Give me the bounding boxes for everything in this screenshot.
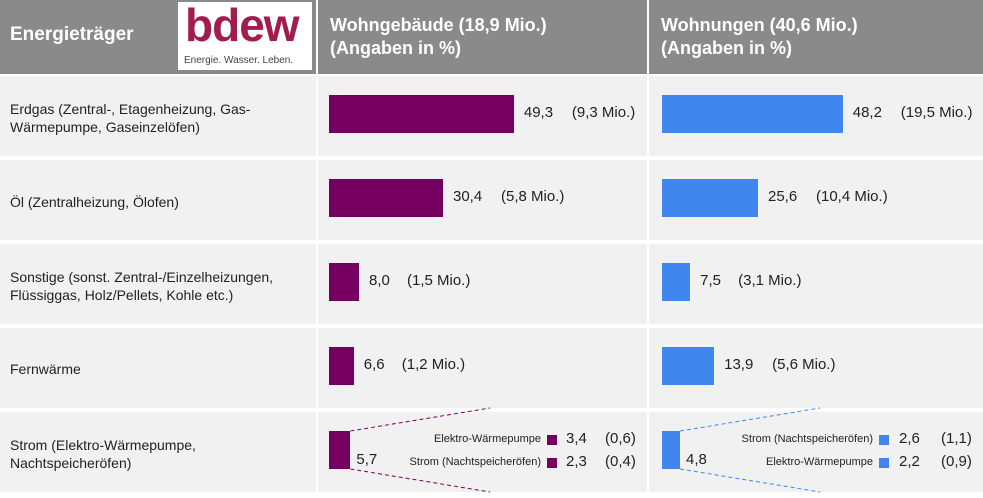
breakdown-value-label: 2,3 [566, 453, 587, 470]
bar-wohngebaeude [329, 263, 359, 301]
absolute-value-label: (1,2 Mio.) [401, 356, 466, 373]
category-label: Erdgas (Zentral-, Etagenheizung, Gas-Wär… [10, 101, 251, 135]
absolute-value-label: (9,3 Mio.) [571, 104, 636, 121]
breakdown-legend-square [879, 435, 889, 445]
value-label: 13,9 [724, 356, 754, 373]
column-title-energietraeger: Energieträger [10, 24, 134, 45]
bar-wohnungen [662, 95, 843, 133]
column-title-wohngebaeude-line1: Wohngebäude (18,9 Mio.) [330, 15, 547, 35]
bdew-logo: bdew Energie. Wasser. Leben. [178, 0, 312, 70]
bar-wohngebaeude [329, 431, 351, 469]
absolute-value-label: (3,1 Mio.) [738, 272, 802, 289]
value-label: 48,2 [852, 104, 882, 121]
breakdown-absolute-label: (0,9) [941, 453, 972, 470]
breakdown-value-label: 2,6 [899, 430, 920, 447]
breakdown-absolute-label: (0,4) [605, 453, 636, 470]
absolute-value-label: (1,5 Mio.) [407, 272, 471, 289]
bar-wohnungen [662, 263, 691, 301]
value-label: 4,8 [686, 451, 707, 468]
row-separator [0, 241, 983, 244]
bar-wohngebaeude [329, 347, 354, 385]
logo-wordmark: bdew [185, 0, 300, 51]
breakdown-label: Strom (Nachtspeicheröfen) [409, 456, 541, 468]
row-background [0, 244, 983, 324]
column-title-wohnungen: Wohnungen (40,6 Mio.) (Angaben in %) [661, 14, 858, 60]
category-label: Fernwärme [10, 361, 81, 377]
breakdown-label: Elektro-Wärmepumpe [434, 433, 541, 445]
absolute-value-label: (10,4 Mio.) [816, 188, 888, 205]
value-label: 30,4 [453, 188, 483, 205]
row-separator [0, 493, 983, 496]
breakdown-legend-square [879, 458, 889, 468]
row-separator [0, 409, 983, 412]
value-label: 6,6 [363, 356, 385, 373]
breakdown-absolute-label: (1,1) [941, 430, 972, 447]
column-separator [316, 74, 318, 498]
bar-wohnungen [662, 179, 758, 217]
bar-wohnungen [662, 347, 715, 385]
breakdown-absolute-label: (0,6) [605, 430, 636, 447]
value-label: 8,0 [369, 272, 390, 289]
logo-tagline: Energie. Wasser. Leben. [184, 55, 294, 66]
absolute-value-label: (19,5 Mio.) [900, 104, 973, 121]
column-title-wohngebaeude-line2: (Angaben in %) [330, 38, 461, 58]
breakdown-label: Strom (Nachtspeicheröfen) [741, 433, 873, 445]
column-title-wohnungen-line2: (Angaben in %) [661, 38, 792, 58]
breakdown-value-label: 2,2 [899, 453, 920, 470]
header-wohngebaeude: Wohngebäude (18,9 Mio.) (Angaben in %) [318, 0, 647, 74]
column-title-wohnungen-line1: Wohnungen (40,6 Mio.) [661, 15, 858, 35]
breakdown-value-label: 3,4 [566, 430, 587, 447]
absolute-value-label: (5,6 Mio.) [772, 356, 836, 373]
value-label: 7,5 [700, 272, 721, 289]
column-title-wohngebaeude: Wohngebäude (18,9 Mio.) (Angaben in %) [330, 14, 547, 60]
bar-wohngebaeude [329, 95, 514, 133]
category-label: Strom (Elektro-Wärmepumpe, Nachtspeicher… [10, 437, 196, 471]
value-label: 49,3 [523, 104, 554, 121]
breakdown-legend-square [547, 458, 557, 468]
header-wohnungen: Wohnungen (40,6 Mio.) (Angaben in %) [649, 0, 983, 74]
value-label: 5,7 [356, 451, 378, 468]
category-label: Sonstige (sonst. Zentral-/Einzelheizunge… [10, 269, 274, 303]
bar-wohnungen [662, 431, 680, 469]
bar-wohngebaeude [329, 179, 443, 217]
breakdown-legend-square [547, 435, 557, 445]
absolute-value-label: (5,8 Mio.) [501, 188, 565, 205]
row-separator [0, 325, 983, 328]
category-label: Öl (Zentralheizung, Ölofen) [10, 194, 179, 210]
row-background [0, 328, 983, 408]
value-label: 25,6 [768, 188, 798, 205]
breakdown-label: Elektro-Wärmepumpe [766, 456, 873, 468]
column-separator [647, 74, 649, 498]
row-separator [0, 157, 983, 160]
row-background [0, 160, 983, 240]
header-energietraeger: Energieträger bdew Energie. Wasser. Lebe… [0, 0, 316, 74]
